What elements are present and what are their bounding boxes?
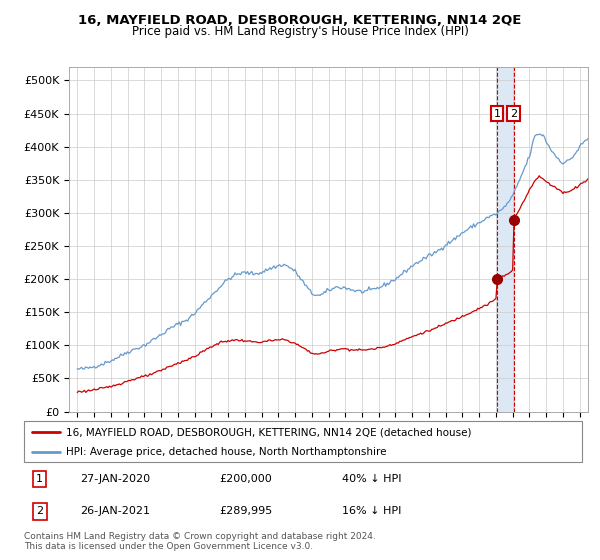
Text: 16, MAYFIELD ROAD, DESBOROUGH, KETTERING, NN14 2QE (detached house): 16, MAYFIELD ROAD, DESBOROUGH, KETTERING…	[66, 427, 472, 437]
Text: 2: 2	[510, 109, 517, 119]
Text: £289,995: £289,995	[220, 506, 272, 516]
FancyBboxPatch shape	[24, 421, 582, 462]
Text: 16, MAYFIELD ROAD, DESBOROUGH, KETTERING, NN14 2QE: 16, MAYFIELD ROAD, DESBOROUGH, KETTERING…	[79, 14, 521, 27]
Text: 1: 1	[36, 474, 43, 484]
Text: 27-JAN-2020: 27-JAN-2020	[80, 474, 150, 484]
Text: 26-JAN-2021: 26-JAN-2021	[80, 506, 150, 516]
Text: 2: 2	[36, 506, 43, 516]
Text: 16% ↓ HPI: 16% ↓ HPI	[342, 506, 401, 516]
Text: HPI: Average price, detached house, North Northamptonshire: HPI: Average price, detached house, Nort…	[66, 447, 386, 457]
Text: 1: 1	[494, 109, 500, 119]
Text: 40% ↓ HPI: 40% ↓ HPI	[342, 474, 401, 484]
Text: Contains HM Land Registry data © Crown copyright and database right 2024.
This d: Contains HM Land Registry data © Crown c…	[24, 532, 376, 552]
Text: £200,000: £200,000	[220, 474, 272, 484]
Bar	[497, 67, 514, 412]
Text: Price paid vs. HM Land Registry's House Price Index (HPI): Price paid vs. HM Land Registry's House …	[131, 25, 469, 38]
